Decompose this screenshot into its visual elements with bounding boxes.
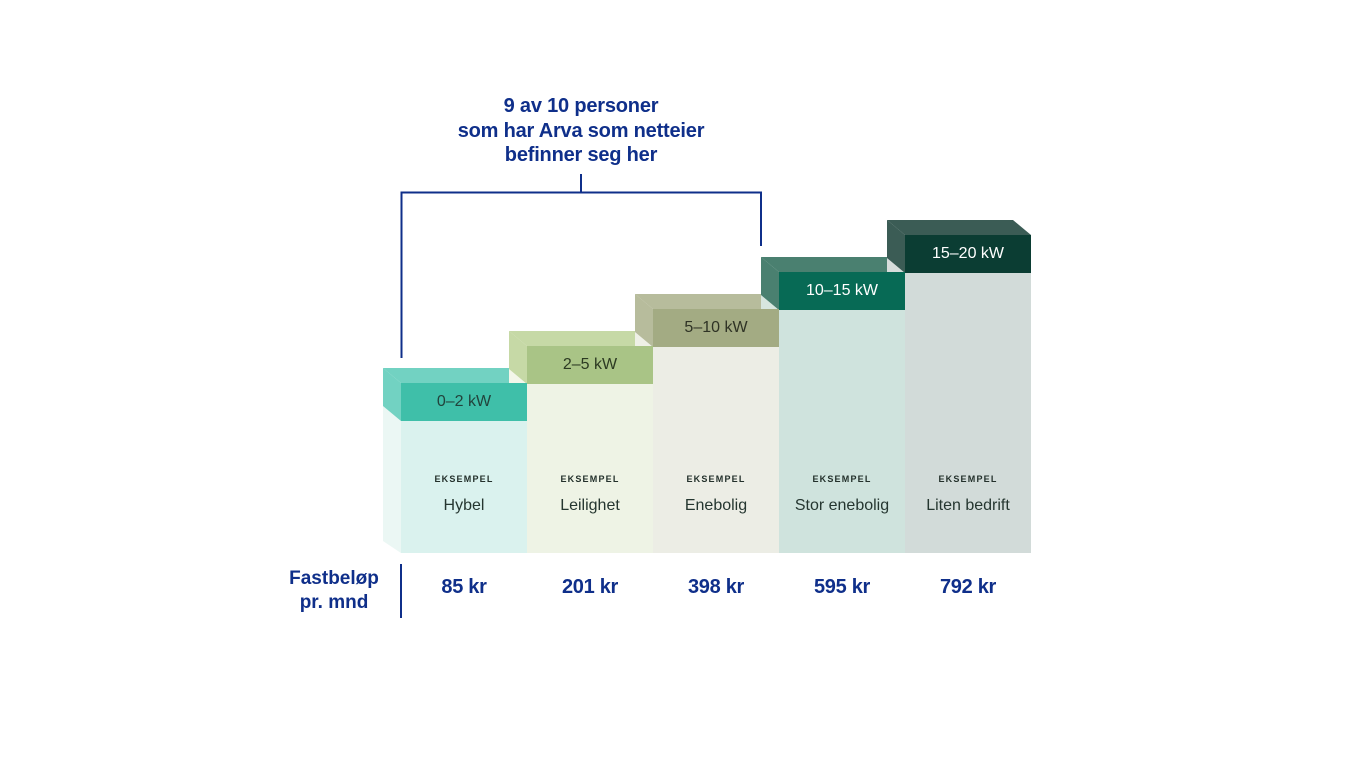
power-range-cap: 5–10 kW [653,309,779,347]
column-body: EKSEMPEL Stor enebolig [779,310,905,553]
column-cap-side [887,220,905,273]
column-body: EKSEMPEL Hybel [401,421,527,553]
column-cap-side [383,368,401,421]
monthly-price: 398 kr [687,576,745,598]
column-top-face [635,294,779,309]
power-range-cap: 2–5 kW [527,346,653,384]
column-cap-side [509,331,527,384]
monthly-price: 595 kr [813,576,871,598]
example-label: EKSEMPEL [938,474,998,484]
bracket-text-line-1: 9 av 10 personer [503,95,659,117]
customer-type-label: Leilighet [560,497,620,514]
bracket-text-line-3: befinner seg her [504,144,658,166]
price-row-label: Fastbeløp pr. mnd [268,567,400,615]
monthly-price: 792 kr [939,576,997,598]
example-label: EKSEMPEL [434,474,494,484]
power-range-cap: 15–20 kW [905,235,1031,273]
column-cap-side [635,294,653,347]
bracket-line [400,174,762,358]
customer-type-label: Liten bedrift [926,497,1010,514]
column-top-face [383,368,527,383]
customer-type-label: Enebolig [684,497,748,514]
column-top-face [761,257,905,272]
monthly-price: 85 kr [441,576,487,598]
power-range-cap: 0–2 kW [401,383,527,421]
bracket-annotation: 9 av 10 personer som har Arva som nettei… [381,94,781,168]
example-label: EKSEMPEL [812,474,872,484]
price-label-line-2: pr. mnd [299,592,369,613]
customer-type-label: Hybel [443,497,485,514]
column-cap-side [761,257,779,310]
column-body: EKSEMPEL Liten bedrift [905,273,1031,553]
power-range-cap: 10–15 kW [779,272,905,310]
example-label: EKSEMPEL [560,474,620,484]
price-divider [400,564,402,618]
column-top-face [509,331,653,346]
price-label-line-1: Fastbeløp [289,568,379,589]
bracket-text-line-2: som har Arva som netteier [457,119,705,142]
column-body: EKSEMPEL Leilighet [527,384,653,553]
customer-type-label: Stor enebolig [794,497,890,514]
example-label: EKSEMPEL [686,474,746,484]
column-body: EKSEMPEL Enebolig [653,347,779,553]
monthly-price: 201 kr [561,576,619,598]
column-top-face [887,220,1031,235]
